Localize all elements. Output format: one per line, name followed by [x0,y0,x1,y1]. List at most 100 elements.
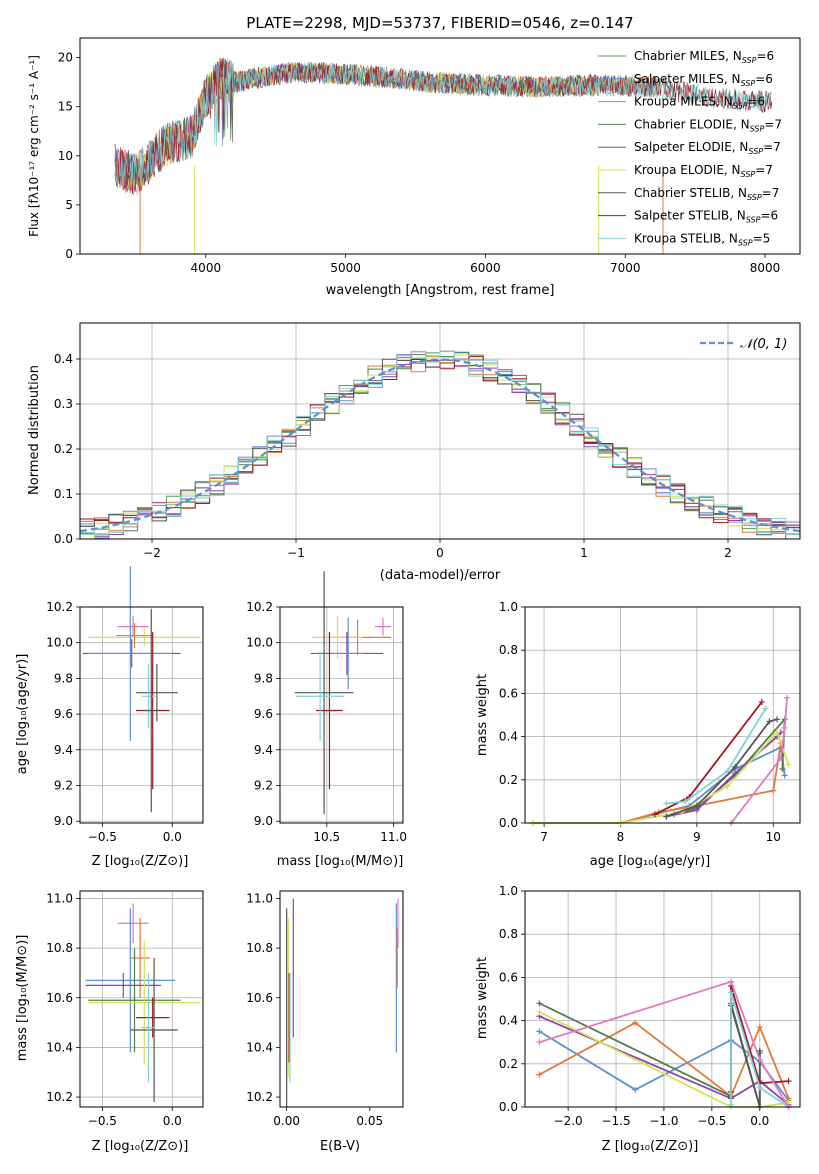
spectrum-legend-label: Kroupa ELODIE, NSSP=7 [634,163,773,179]
mass-weight-age-marker [724,783,731,790]
mass-weight-age-series-line [666,708,767,805]
age-vs-mass-frame [279,606,404,824]
mass-weight-z-ytick-label: 0.8 [499,927,518,941]
mass-weight-age-ytick-label: 0.6 [499,686,518,700]
spectrum-ytick-label: 15 [58,100,73,114]
mass-weight-age-marker [770,787,777,794]
residuals-xtick-label: −2 [143,546,161,560]
mass-vs-ebv-panel: 0.00 0.05 10.2 10.4 10.6 10.8 11.0 [246,890,404,1128]
age-vs-z-ytick-label: 10.0 [46,636,73,650]
age-vs-z-xlabel: Z [log₁₀(Z/Z⊙)] [92,854,189,869]
residuals-xlabel: (data-model)/error [380,568,501,583]
mass-weight-z-series-line [539,1002,761,1108]
age-vs-mass-ytick-label: 10.2 [246,600,273,614]
mass-weight-age-marker [785,761,792,768]
mass-vs-z-ytick-label: 10.2 [46,1090,73,1104]
age-vs-mass-xtick-label: 10.5 [313,830,340,844]
age-vs-z-ytick-label: 9.8 [54,671,73,685]
mass-weight-age-ylabel: mass weight [475,674,490,756]
mass-vs-z-xtick-label: 0.0 [163,1114,182,1128]
mass-weight-age-marker [784,694,791,701]
age-vs-z-panel: −0.5 0.0 9.0 9.2 9.4 9.6 9.8 10.0 10.2 [46,565,204,844]
mass-weight-age-ytick-label: 0.4 [499,730,518,744]
mass-weight-z-frame [524,890,801,1108]
mass-vs-ebv-ytick-label: 10.2 [246,1090,273,1104]
mass-vs-z-ytick-label: 10.6 [46,991,73,1005]
mass-vs-z-grid [80,891,203,1107]
mass-weight-age-marker [758,699,765,706]
residuals-xtick-label: 0 [436,546,444,560]
residuals-histogram [80,350,800,536]
spectrum-xlabel: wavelength [Angstrom, rest frame] [326,283,555,298]
residuals-ytick-label: 0.0 [54,532,73,546]
spectrum-legend-label: Salpeter ELODIE, NSSP=7 [634,140,781,156]
mass-weight-z-ytick-label: 0.2 [499,1057,518,1071]
spectrum-ylabel: Flux [fλ10⁻¹⁷ erg cm⁻² s⁻¹ A⁻¹] [27,55,41,237]
mass-weight-age-series-line [730,697,788,824]
mass-vs-ebv-ytick-label: 10.8 [246,941,273,955]
mass-weight-z-marker [756,1047,763,1054]
spectrum-legend-label: Chabrier MILES, NSSP=6 [634,49,774,65]
mass-weight-age-grid [525,606,800,824]
mass-weight-z-marker [632,1086,639,1093]
mass-vs-ebv-xtick-label: 0.05 [356,1114,383,1128]
mass-weight-vs-age-panel: 7 8 9 10 0.0 0.2 0.4 0.6 0.8 1.0 [499,600,801,844]
mass-weight-age-marker [724,768,731,775]
mass-weight-z-marker [728,989,735,996]
mass-weight-age-marker [651,811,658,818]
mass-weight-age-marker [762,705,769,712]
mass-weight-z-marker [785,1078,792,1085]
mass-weight-z-series-line [539,980,790,1108]
age-vs-mass-ytick-label: 10.0 [246,636,273,650]
residuals-ytick-label: 0.1 [54,487,73,501]
spectrum-panel: 4000 5000 6000 7000 8000 0 5 10 15 20 [58,37,801,275]
spectrum-ytick-label: 10 [58,149,73,163]
age-vs-z-xtick-label: 0.0 [163,830,182,844]
spectrum-series-line [114,58,773,192]
mass-vs-ebv-ytick-label: 10.4 [246,1040,273,1054]
mass-vs-z-ytick-label: 10.8 [46,941,73,955]
residuals-panel: −2 −1 0 1 2 0.0 0.1 0.2 0.3 0.4 [54,322,801,560]
spectrum-title: PLATE=2298, MJD=53737, FIBERID=0546, z=0… [246,14,633,32]
mass-weight-z-series-line [730,992,790,1108]
residuals-xtick-label: 1 [580,546,588,560]
mass-vs-ebv-xtick-label: 0.00 [273,1114,300,1128]
age-vs-z-ytick-label: 10.2 [46,600,73,614]
age-vs-mass-grid [280,606,403,823]
residuals-ytick-label: 0.4 [54,352,73,366]
spectrum-ytick-label: 5 [65,198,73,212]
mass-weight-age-ytick-label: 1.0 [499,600,518,614]
spectrum-legend-label: Kroupa STELIB, NSSP=5 [634,231,770,247]
spectrum-legend: Chabrier MILES, NSSP=6 Salpeter MILES, NS… [598,49,782,247]
mass-weight-z-marker [536,1039,543,1046]
mass-weight-vs-z-panel: −2.0 −1.5 −1.0 −0.5 0.0 0.0 0.2 0.4 0.6 0.8 1.0 [499,884,801,1128]
mass-weight-age-ytick-label: 0.2 [499,773,518,787]
age-vs-z-grid [80,606,203,823]
mass-weight-age-marker [774,729,781,736]
spectrum-legend-label: Salpeter MILES, NSSP=6 [634,72,773,88]
mass-weight-z-ytick-label: 1.0 [499,884,518,898]
residuals-ylabel: Normed distribution [27,365,42,495]
spectrum-xtick-label: 4000 [191,261,222,275]
residuals-xtick-label: 2 [724,546,732,560]
spectrum-frame [79,37,801,255]
age-vs-z-xtick-label: −0.5 [88,830,117,844]
age-vs-z-ytick-label: 9.0 [54,814,73,828]
mass-vs-z-ylabel: mass [log₁₀(M/M⊙)] [15,935,30,1062]
mass-weight-z-marker [756,1024,763,1031]
residuals-xtick-label: −1 [287,546,305,560]
spectrum-legend-label: Chabrier STELIB, NSSP=7 [634,186,779,202]
spectrum-xtick-label: 8000 [750,261,781,275]
age-vs-z-frame [79,606,204,824]
mass-weight-age-xlabel: age [log₁₀(age/yr)] [590,854,711,869]
mass-weight-age-marker [781,772,788,779]
mass-weight-age-marker [663,813,670,820]
residuals-legend-label: 𝒩(0, 1) [740,337,787,352]
mass-weight-age-marker [774,716,781,723]
mass-vs-z-frame [79,890,204,1108]
age-vs-mass-xlabel: mass [log₁₀(M/M⊙)] [277,854,404,869]
mass-weight-age-marker [693,802,700,809]
mass-vs-z-ytick-label: 10.4 [46,1040,73,1054]
residuals-ytick-label: 0.2 [54,442,73,456]
age-vs-mass-ytick-label: 9.0 [254,814,273,828]
